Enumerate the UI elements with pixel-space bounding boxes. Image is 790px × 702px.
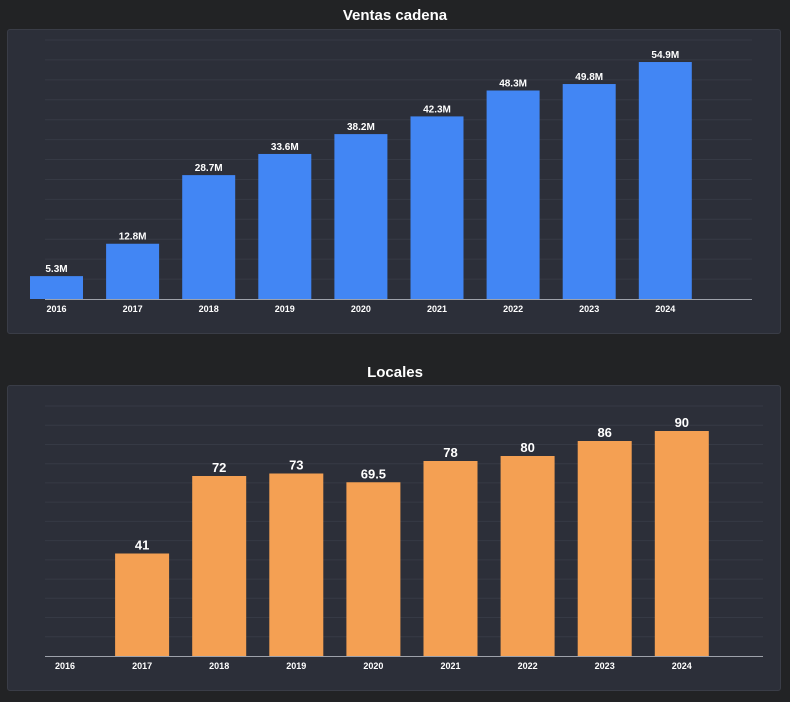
x-tick-label: 2018 — [209, 661, 229, 671]
bar-2021 — [410, 116, 464, 299]
data-label-2023: 86 — [597, 425, 611, 440]
data-label-2018: 28.7M — [195, 163, 223, 174]
data-label-2021: 42.3M — [423, 104, 451, 115]
x-tick-label: 2022 — [518, 661, 538, 671]
chart-ventas: 5.3M 2016 12.8M 2017 28.7M 2018 33.6M 2019 38.2M… — [30, 39, 752, 314]
x-tick-label: 2016 — [46, 304, 66, 314]
chart-panel-ventas: 5.3M 2016 12.8M 2017 28.7M 2018 33.6M 2019 38.2M… — [7, 29, 781, 334]
x-tick-label: 2020 — [351, 304, 371, 314]
x-tick-label: 2021 — [427, 304, 447, 314]
chart-locales: 2016 41 2017 72 2018 73 2019 69.5 2020 78 2021 80 20… — [45, 405, 763, 671]
bar-2024 — [654, 431, 709, 656]
x-tick-label: 2017 — [132, 661, 152, 671]
x-tick-label: 2023 — [595, 661, 615, 671]
data-label-2019: 33.6M — [271, 142, 299, 153]
data-label-2017: 41 — [135, 538, 149, 553]
bar-2019 — [269, 473, 324, 656]
data-label-2022: 48.3M — [499, 79, 527, 90]
data-label-2017: 12.8M — [119, 232, 147, 243]
x-tick-label: 2023 — [579, 304, 599, 314]
bar-2016 — [30, 276, 83, 299]
chart-title-locales: Locales — [367, 364, 423, 381]
x-tick-label: 2024 — [672, 661, 692, 671]
x-tick-label: 2019 — [275, 304, 295, 314]
data-label-2022: 80 — [520, 440, 534, 455]
bar-2023 — [562, 84, 616, 299]
bar-2018 — [182, 175, 236, 299]
bar-2017 — [115, 553, 170, 656]
data-label-2016: 5.3M — [45, 264, 67, 275]
bar-2020 — [334, 134, 388, 299]
data-label-2018: 72 — [212, 460, 226, 475]
bar-2024 — [638, 62, 692, 299]
chart-title-ventas: Ventas cadena — [342, 7, 448, 24]
x-tick-label: 2017 — [123, 304, 143, 314]
x-tick-label: 2018 — [199, 304, 219, 314]
bar-2022 — [486, 90, 540, 299]
x-tick-label: 2016 — [55, 661, 75, 671]
bar-2020 — [346, 482, 401, 656]
x-tick-label: 2022 — [503, 304, 523, 314]
chart-panel-locales: 2016 41 2017 72 2018 73 2019 69.5 2020 78 2021 80 20… — [7, 385, 781, 691]
data-label-2024: 90 — [675, 415, 689, 430]
data-label-2020: 38.2M — [347, 122, 375, 133]
x-tick-label: 2024 — [655, 304, 675, 314]
data-label-2020: 69.5 — [361, 466, 386, 481]
data-label-2021: 78 — [443, 445, 457, 460]
data-label-2019: 73 — [289, 458, 303, 473]
bar-2022 — [500, 456, 555, 656]
bar-2023 — [577, 441, 632, 656]
bar-2019 — [258, 153, 312, 299]
x-tick-label: 2019 — [286, 661, 306, 671]
bar-2018 — [192, 476, 247, 656]
data-label-2024: 54.9M — [651, 50, 679, 61]
x-tick-label: 2020 — [363, 661, 383, 671]
bar-2021 — [423, 461, 478, 656]
x-tick-label: 2021 — [440, 661, 460, 671]
data-label-2023: 49.8M — [575, 72, 603, 83]
bar-2017 — [106, 243, 160, 299]
